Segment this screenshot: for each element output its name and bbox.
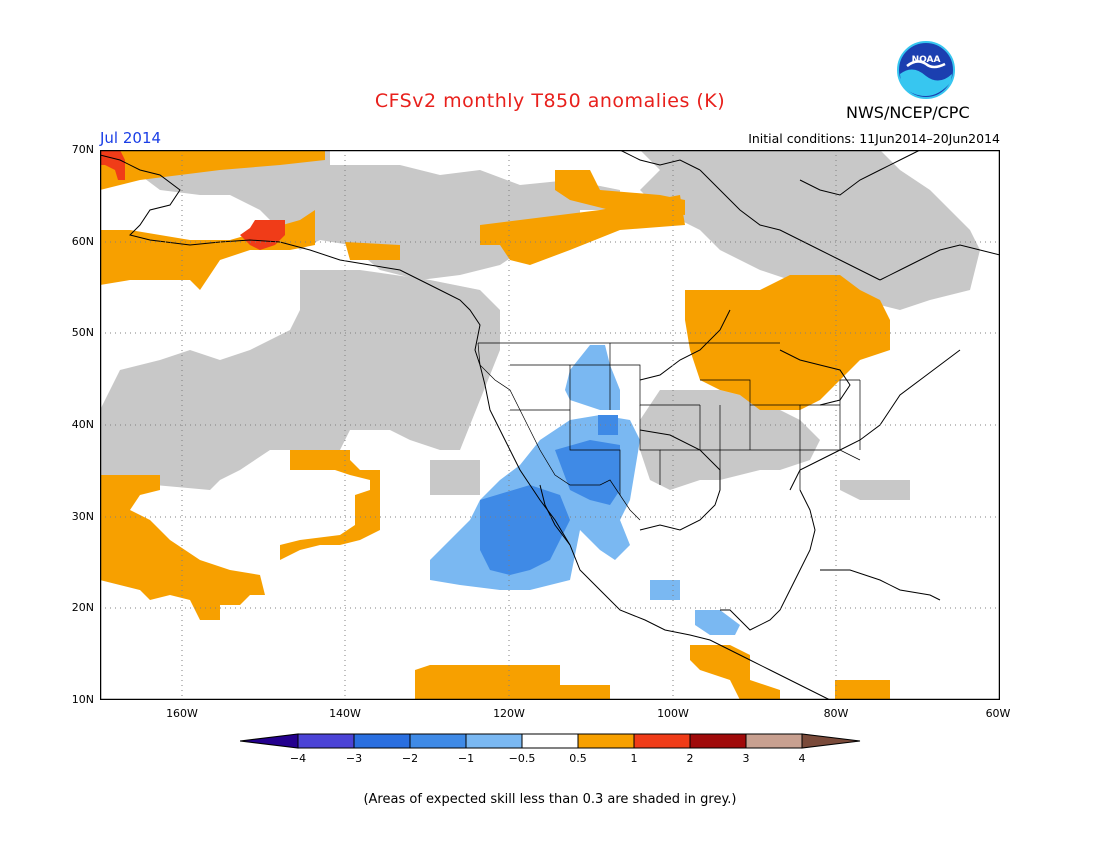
colorbar-tick-label: 1	[630, 752, 638, 765]
colorbar-cell-below-min	[240, 733, 299, 749]
colorbar-tick-label: 3	[742, 752, 750, 765]
colorbar	[240, 733, 861, 749]
colorbar-tick-label: 2	[686, 752, 694, 765]
colorbar-cell	[633, 733, 691, 749]
colorbar-tick-label: −2	[401, 752, 419, 765]
colorbar-cell	[465, 733, 523, 749]
lat-label-30n: 30N	[71, 510, 94, 523]
warm-anomaly-1-2	[100, 150, 285, 250]
initial-conditions-label: Initial conditions: 11Jun2014–20Jun2014	[748, 131, 1000, 146]
colorbar-cell-above-max	[801, 733, 861, 749]
lat-label-60n: 60N	[71, 235, 94, 248]
colorbar-tick-label: 4	[798, 752, 806, 765]
cool-anomaly-m2-m1	[480, 415, 620, 575]
colorbar-cell	[577, 733, 635, 749]
map-frame	[100, 150, 1000, 700]
colorbar-tick-label: 0.5	[569, 752, 587, 765]
colorbar-cell	[689, 733, 747, 749]
warm-anomaly-0p5-1	[100, 150, 890, 700]
lon-label-160w: 160W	[166, 707, 198, 720]
colorbar-cell	[521, 733, 579, 749]
political-borders	[477, 342, 861, 521]
lat-label-70n: 70N	[71, 143, 94, 156]
anomaly-map	[100, 150, 1000, 700]
colorbar-cell	[745, 733, 803, 749]
lat-label-40n: 40N	[71, 418, 94, 431]
lon-label-120w: 120W	[493, 707, 525, 720]
lat-label-10n: 10N	[71, 693, 94, 706]
colorbar-cell	[409, 733, 467, 749]
lat-label-50n: 50N	[71, 326, 94, 339]
graticule	[100, 150, 1000, 700]
noaa-logo: NOAA	[897, 41, 955, 99]
lon-label-100w: 100W	[657, 707, 689, 720]
colorbar-tick-label: −0.5	[508, 752, 536, 765]
chart-title: CFSv2 monthly T850 anomalies (K)	[374, 90, 726, 112]
colorbar-tick-label: −1	[457, 752, 475, 765]
forecast-month: Jul 2014	[100, 129, 162, 147]
noaa-logo-text: NOAA	[912, 55, 941, 65]
colorbar-cell	[297, 733, 355, 749]
lon-label-60w: 60W	[985, 707, 1011, 720]
lon-label-80w: 80W	[823, 707, 849, 720]
lon-label-140w: 140W	[329, 707, 361, 720]
skill-footnote: (Areas of expected skill less than 0.3 a…	[363, 792, 737, 807]
colorbar-tick-label: −3	[345, 752, 363, 765]
colorbar-cell	[353, 733, 411, 749]
lat-label-20n: 20N	[71, 601, 94, 614]
agency-label: NWS/NCEP/CPC	[846, 103, 970, 122]
colorbar-tick-label: −4	[289, 752, 307, 765]
